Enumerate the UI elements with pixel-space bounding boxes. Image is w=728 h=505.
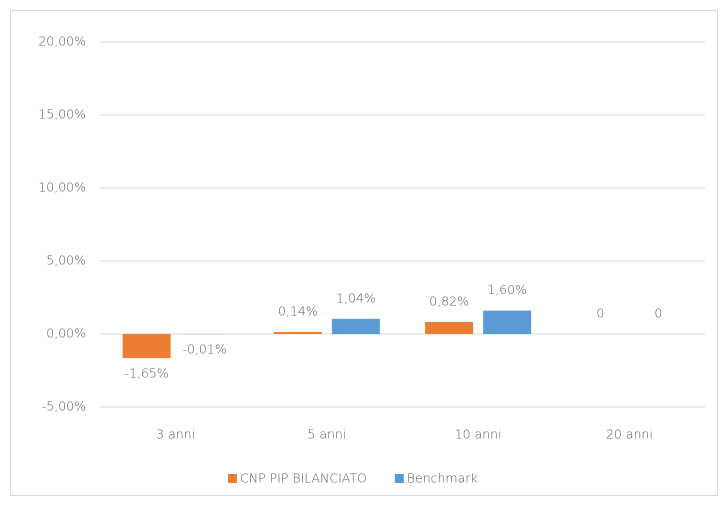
data-label: -1,65%	[125, 366, 169, 381]
bar	[273, 331, 322, 334]
data-label: 0	[654, 306, 662, 321]
data-label: 1,04%	[336, 290, 376, 305]
x-tick-label: 3 anni	[156, 427, 195, 442]
data-label: 0,14%	[278, 303, 318, 318]
bar	[483, 310, 532, 334]
data-label: 0	[596, 306, 604, 321]
y-tick-label: -5,00%	[42, 399, 86, 414]
y-tick-label: 20,00%	[38, 34, 86, 49]
data-label: 0,82%	[429, 294, 469, 309]
x-tick-label: 20 anni	[606, 427, 653, 442]
bar	[122, 334, 171, 359]
y-tick-label: 10,00%	[38, 180, 86, 195]
y-tick-label: 15,00%	[38, 107, 86, 122]
x-tick-label: 10 anni	[455, 427, 502, 442]
bar	[331, 318, 380, 334]
bar	[425, 322, 474, 334]
legend-swatch	[228, 474, 237, 483]
legend-swatch	[394, 474, 404, 483]
y-tick-label: 0,00%	[46, 326, 86, 341]
data-label: 1,60%	[487, 282, 527, 297]
chart-border	[10, 10, 718, 496]
x-tick-label: 5 anni	[307, 427, 346, 442]
y-tick-label: 5,00%	[46, 253, 86, 268]
legend-label: CNP PIP BILANCIATO	[240, 471, 367, 486]
legend-label: Benchmark	[407, 471, 478, 486]
data-label: -0,01%	[183, 342, 227, 357]
